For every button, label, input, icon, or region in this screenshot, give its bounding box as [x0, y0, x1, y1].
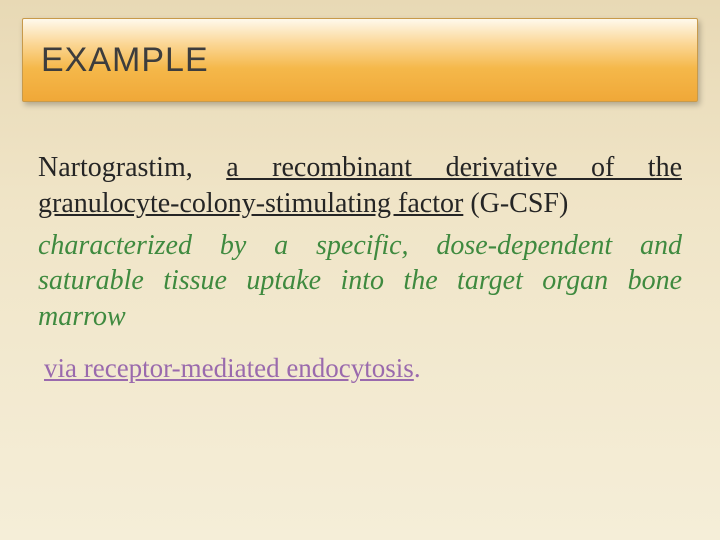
body-content: Nartograstim, a recombinant derivative o… [22, 150, 698, 384]
mechanism-text: via receptor-mediated endocytosis [44, 353, 414, 383]
paragraph-3: via receptor-mediated endocytosis. [38, 353, 682, 384]
paragraph-1: Nartograstim, a recombinant derivative o… [38, 150, 682, 222]
definition-suffix: (G-CSF) [463, 188, 568, 219]
drug-name: Nartograstim [38, 152, 186, 183]
comma: , [186, 152, 226, 183]
mechanism-period: . [414, 353, 421, 383]
slide: EXAMPLE Nartograstim, a recombinant deri… [0, 0, 720, 540]
characterization-text: characterized by a specific, dose-depend… [38, 230, 682, 333]
title-box: EXAMPLE [22, 18, 698, 102]
paragraph-2: characterized by a specific, dose-depend… [38, 228, 682, 335]
slide-title: EXAMPLE [41, 41, 209, 80]
